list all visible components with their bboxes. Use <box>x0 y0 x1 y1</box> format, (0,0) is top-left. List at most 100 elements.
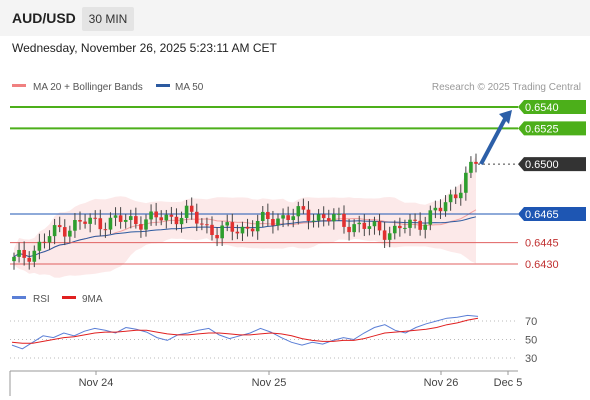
candle <box>37 233 42 260</box>
candle-body <box>448 194 453 203</box>
candle-body <box>271 218 275 226</box>
candle-body <box>469 161 473 173</box>
candle-body <box>230 222 235 232</box>
candle <box>347 219 351 241</box>
candle <box>250 220 255 237</box>
candle <box>154 202 158 226</box>
bollinger-band <box>14 156 476 278</box>
candle <box>52 218 57 245</box>
candle <box>128 209 133 229</box>
candle-body <box>205 224 209 226</box>
candle <box>413 213 417 229</box>
candle <box>428 205 433 231</box>
forecast-arrow-head <box>499 110 512 124</box>
candle <box>27 251 32 270</box>
candle-body <box>47 236 52 243</box>
candle-body <box>387 233 392 240</box>
ma50-legend-label: MA 50 <box>175 82 204 93</box>
candle-body <box>433 207 438 211</box>
candle <box>159 210 164 226</box>
candle-body <box>42 241 47 243</box>
ma20-legend-swatch <box>12 84 26 87</box>
level-tag-bg <box>518 207 586 222</box>
candle-body <box>255 220 260 232</box>
candle <box>32 245 37 268</box>
candle <box>73 213 77 238</box>
candles <box>12 153 478 270</box>
candle <box>235 224 240 240</box>
candle-body <box>474 161 478 164</box>
candle <box>398 217 402 237</box>
candle <box>403 219 407 234</box>
candle <box>103 222 108 238</box>
candle-body <box>118 215 123 222</box>
rsi-legend-label: RSI <box>33 294 50 305</box>
candle-body <box>164 214 169 221</box>
candle <box>316 209 321 228</box>
candle-body <box>408 219 412 228</box>
level-tag-0.6540: 0.6540 <box>518 100 586 114</box>
candle <box>448 189 453 211</box>
candle <box>458 184 463 206</box>
candle-body <box>321 214 326 219</box>
candle <box>189 197 194 220</box>
candle-body <box>73 220 77 231</box>
level-label-0.6465: 0.6465 <box>525 209 559 221</box>
candle-body <box>301 206 306 210</box>
candle <box>474 153 478 173</box>
level-tag-0.6465: 0.6465 <box>518 207 586 222</box>
candle <box>240 221 245 242</box>
candle-body <box>98 218 103 230</box>
candle <box>266 203 270 227</box>
candle <box>423 216 428 239</box>
candle <box>443 195 448 217</box>
candle-body <box>382 230 387 240</box>
forecast-arrow-shaft <box>479 116 508 166</box>
header-bar: AUD/USD 30 MIN <box>0 0 590 36</box>
timeframe-badge[interactable]: 30 MIN <box>82 7 134 31</box>
candle <box>93 210 98 225</box>
candle <box>98 209 103 237</box>
candle <box>291 208 296 228</box>
candle-body <box>352 224 356 233</box>
candle-body <box>286 215 290 221</box>
candle-body <box>210 224 214 236</box>
candle-body <box>144 219 148 230</box>
candle-body <box>78 220 82 222</box>
level-label-0.6445: 0.6445 <box>525 238 559 250</box>
candle <box>164 209 169 229</box>
candle-body <box>250 228 255 232</box>
rsi-9ma-line <box>11 317 479 344</box>
candle <box>47 230 52 250</box>
candle <box>200 218 204 231</box>
rsi-legend-swatch <box>12 296 26 299</box>
candle <box>372 216 377 235</box>
candle-body <box>392 225 397 234</box>
candle-body <box>200 223 204 225</box>
candle-body <box>184 205 189 218</box>
ma50-line <box>13 216 477 258</box>
candle-body <box>316 214 321 221</box>
candle-body <box>159 217 164 221</box>
candle <box>387 226 392 248</box>
candle-body <box>326 218 331 222</box>
x-axis-ticks: Nov 24 Nov 25 Nov 26 Dec 5 <box>79 371 522 389</box>
candle-body <box>311 220 316 222</box>
candle <box>113 207 118 227</box>
candle-body <box>123 219 128 222</box>
candle <box>123 214 128 229</box>
candle-body <box>128 216 133 220</box>
rsi-line <box>11 314 479 350</box>
candle <box>296 201 301 225</box>
candle <box>134 207 138 229</box>
candle-body <box>12 256 16 262</box>
candle <box>225 214 230 232</box>
candle <box>62 219 67 246</box>
candle-body <box>27 257 32 262</box>
candle <box>22 241 26 266</box>
level-label-0.6525: 0.6525 <box>525 123 559 135</box>
candle <box>179 211 184 233</box>
candle <box>108 212 113 234</box>
bollinger-band-area <box>14 156 476 278</box>
